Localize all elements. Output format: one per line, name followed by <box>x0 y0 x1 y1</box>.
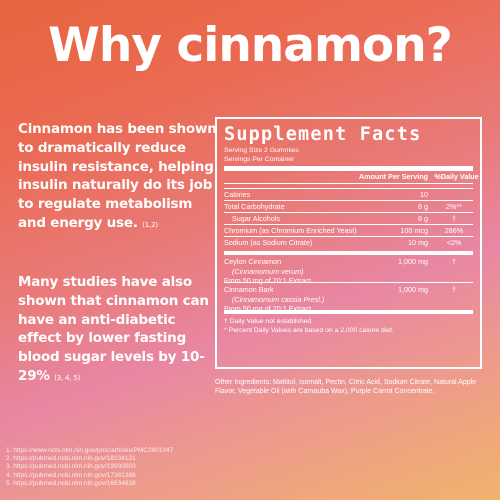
references-list: 1. https://www.ncbi.nlm.nih.gov/pmc/arti… <box>6 447 173 488</box>
nutrient-amount: 6 g <box>418 202 428 211</box>
serving-size: Serving Size 2 Gummies <box>224 147 299 154</box>
page-title: Why cinnamon? <box>48 18 453 73</box>
ingredient-name: Cinnamon Bark <box>224 285 274 294</box>
ingredient-name-block: Cinnamon Bark (Cinnamomum cassia Presl.)… <box>224 285 473 314</box>
supplement-facts-panel: Supplement Facts Serving Size 2 Gummies … <box>215 117 482 369</box>
facts-row-sodium: Sodium (as Sodium Citrate) 10 mg <2% <box>224 237 473 255</box>
footnote: † Daily Value not established. <box>224 318 314 325</box>
paragraph-citation: (3, 4, 5) <box>54 373 81 382</box>
reference-item: 2. https://pubmed.ncbi.nlm.nih.gov/18234… <box>6 455 136 463</box>
reference-item: 4. https://pubmed.ncbi.nlm.nih.gov/17381… <box>6 471 136 479</box>
divider <box>224 166 473 171</box>
servings-per-container: Servings Per Container <box>224 156 295 163</box>
ingredient-name-block: Ceylon Cinnamon (Cinnamomum verum) From … <box>224 257 473 286</box>
supplement-facts-title: Supplement Facts <box>224 124 422 145</box>
ingredient-dv: † <box>452 285 456 294</box>
amount-header: Amount Per Serving <box>358 172 428 181</box>
facts-row-carbohydrate: Total Carbohydrate 6 g 2%** <box>224 201 473 213</box>
reference-item: 1. https://www.ncbi.nlm.nih.gov/pmc/arti… <box>6 447 174 454</box>
ingredient-amount: 1,000 mg <box>398 257 428 266</box>
nutrient-name: Sugar Alcohols <box>232 214 280 223</box>
nutrient-dv: † <box>452 214 456 223</box>
ingredient-amount: 1,000 mg <box>398 285 428 294</box>
facts-row-calories: Calories 10 <box>224 189 473 201</box>
divider <box>224 184 473 189</box>
daily-value-header: %Daily Value <box>434 172 479 181</box>
ingredient-name: Ceylon Cinnamon <box>224 257 282 266</box>
reference-item: 3. https://pubmed.ncbi.nlm.nih.gov/19930… <box>6 463 136 471</box>
nutrient-dv: <2% <box>446 238 462 247</box>
cinnamon-insulin-paragraph: Cinnamon has been shown to dramatically … <box>18 120 218 235</box>
nutrient-name: Total Carbohydrate <box>224 202 285 211</box>
ingredient-dv: † <box>452 257 456 266</box>
ingredient-extract: From 50 mg of 20:1 Extract <box>224 276 312 285</box>
facts-row-cinnamon-bark: Cinnamon Bark (Cinnamomum cassia Presl.)… <box>224 283 473 314</box>
nutrient-dv: 2%** <box>446 202 462 211</box>
reference-item: 5. https://pubmed.ncbi.nlm.nih.gov/16634… <box>6 479 136 487</box>
paragraph-text: Many studies have also shown that cinnam… <box>18 274 209 384</box>
nutrient-name: Chromium (as Chromium Enriched Yeast) <box>224 226 357 235</box>
paragraph-citation: (1,2) <box>142 220 158 229</box>
ingredient-latin: (Cinnamomum cassia Presl.) <box>232 294 325 304</box>
nutrient-amount: 100 mcg <box>400 226 428 235</box>
facts-row-chromium: Chromium (as Chromium Enriched Yeast) 10… <box>224 225 473 237</box>
facts-footnotes: † Daily Value not established. * Percent… <box>224 314 473 335</box>
ingredient-latin: (Cinnamomum verum) <box>232 266 304 276</box>
paragraph-text: Cinnamon has been shown to dramatically … <box>18 121 217 231</box>
facts-row-sugar-alcohols: Sugar Alcohols 6 g † <box>224 213 473 225</box>
ingredient-extract: From 50 mg of 20:1 Extract <box>224 304 312 313</box>
facts-row-ceylon-cinnamon: Ceylon Cinnamon (Cinnamomum verum) From … <box>224 255 473 286</box>
nutrient-amount: 10 mg <box>408 238 428 247</box>
nutrient-amount: 10 <box>420 190 428 199</box>
nutrient-amount: 6 g <box>418 214 428 223</box>
anti-diabetic-paragraph: Many studies have also shown that cinnam… <box>18 273 218 388</box>
nutrient-name: Calories <box>224 190 251 199</box>
other-ingredients: Other Ingredients: Maltitol, Isomalt, Pe… <box>215 379 477 396</box>
facts-header-row: Amount Per Serving %Daily Value <box>224 171 479 184</box>
nutrient-dv: 286% <box>444 226 464 235</box>
nutrient-name: Sodium (as Sodium Citrate) <box>224 238 313 247</box>
footnote: * Percent Daily Values are based on a 2,… <box>224 327 394 334</box>
